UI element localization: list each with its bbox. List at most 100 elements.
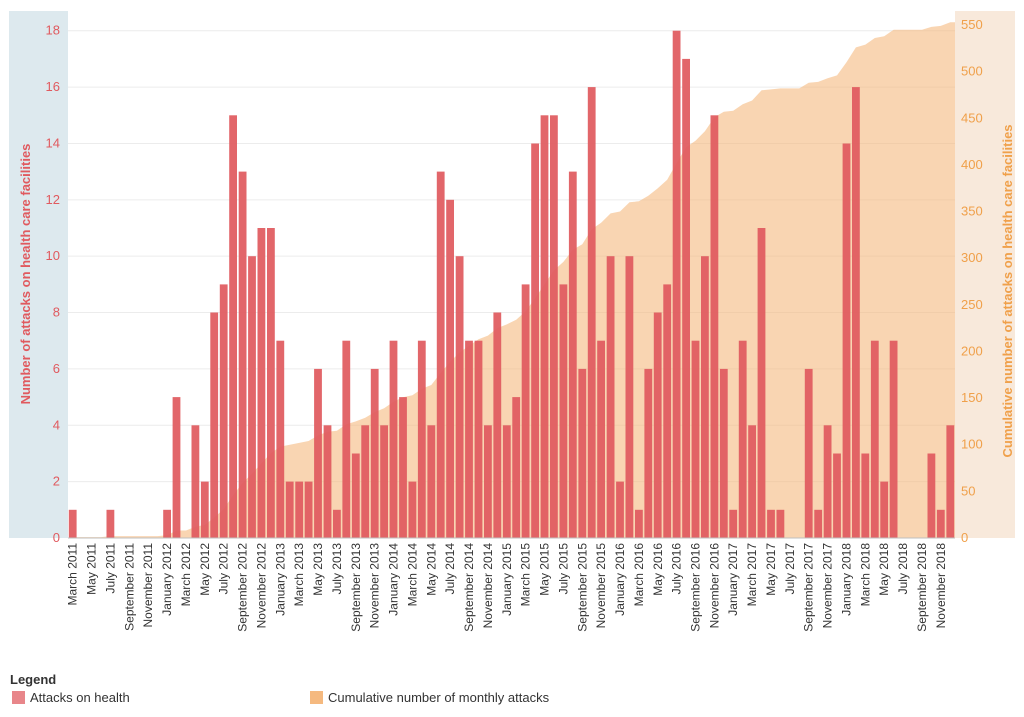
bar-september-2013[interactable]	[351, 453, 360, 539]
bar-march-2016[interactable]	[635, 509, 643, 538]
bar-march-2014[interactable]	[408, 481, 417, 538]
x-tick-label: November 2014	[481, 543, 495, 629]
bar-february-2013[interactable]	[285, 481, 294, 538]
bar-march-2013[interactable]	[295, 481, 304, 538]
bar-june-2016[interactable]	[663, 284, 672, 538]
bar-august-2016[interactable]	[682, 58, 690, 539]
bar-october-2018[interactable]	[927, 453, 936, 539]
bar-october-2016[interactable]	[701, 256, 709, 538]
bar-june-2014[interactable]	[436, 171, 445, 538]
attack-bars	[68, 30, 955, 539]
bar-february-2016[interactable]	[625, 256, 634, 538]
bar-september-2012[interactable]	[238, 171, 247, 538]
x-tick-label: July 2015	[556, 543, 570, 595]
bar-january-2018[interactable]	[842, 143, 851, 539]
bar-december-2013[interactable]	[380, 425, 388, 538]
bar-november-2012[interactable]	[257, 228, 266, 538]
bar-november-2017[interactable]	[823, 425, 832, 538]
bar-january-2012[interactable]	[163, 509, 171, 538]
x-tick-label: September 2012	[236, 543, 250, 632]
bar-november-2018[interactable]	[936, 509, 945, 538]
x-tick-label: July 2018	[896, 543, 910, 595]
bar-august-2014[interactable]	[455, 256, 464, 538]
bar-february-2014[interactable]	[399, 397, 407, 538]
right-tick-label: 150	[961, 390, 983, 405]
bar-july-2014[interactable]	[446, 199, 454, 539]
bar-december-2015[interactable]	[606, 256, 615, 538]
right-tick-label: 100	[961, 437, 983, 452]
left-tick-label: 14	[46, 136, 60, 151]
bar-september-2017[interactable]	[804, 368, 813, 538]
bar-october-2012[interactable]	[248, 256, 256, 538]
left-axis-panel	[9, 11, 68, 538]
bar-january-2014[interactable]	[389, 340, 398, 538]
bar-july-2013[interactable]	[333, 509, 341, 538]
bar-may-2015[interactable]	[540, 115, 549, 539]
bar-june-2012[interactable]	[210, 312, 219, 539]
bar-may-2013[interactable]	[314, 368, 322, 538]
bar-march-2018[interactable]	[861, 453, 870, 539]
bar-november-2015[interactable]	[597, 340, 605, 538]
x-tick-label: November 2013	[368, 543, 382, 629]
x-tick-label: November 2017	[821, 543, 835, 629]
bar-september-2014[interactable]	[465, 340, 473, 538]
bar-may-2012[interactable]	[200, 481, 209, 538]
bar-november-2013[interactable]	[370, 368, 379, 538]
bar-june-2015[interactable]	[550, 115, 558, 539]
bar-february-2015[interactable]	[512, 397, 521, 538]
bar-december-2018[interactable]	[946, 425, 955, 538]
bar-june-2017[interactable]	[776, 509, 785, 538]
bar-may-2017[interactable]	[767, 509, 775, 538]
bar-july-2012[interactable]	[219, 284, 228, 538]
bar-october-2013[interactable]	[361, 425, 370, 538]
bar-october-2015[interactable]	[587, 87, 596, 538]
bar-november-2014[interactable]	[484, 425, 492, 538]
legend-swatch-cumulative	[310, 691, 323, 704]
bar-april-2014[interactable]	[417, 340, 426, 538]
left-tick-label: 10	[46, 248, 60, 263]
bar-june-2018[interactable]	[889, 340, 898, 538]
bar-december-2016[interactable]	[719, 368, 728, 538]
bar-may-2016[interactable]	[653, 312, 662, 539]
bar-may-2014[interactable]	[427, 425, 436, 538]
bar-june-2013[interactable]	[323, 425, 332, 538]
x-tick-label: March 2015	[519, 543, 533, 607]
bar-july-2015[interactable]	[559, 284, 568, 538]
bar-august-2012[interactable]	[229, 115, 237, 539]
bar-january-2017[interactable]	[729, 509, 738, 538]
bar-august-2013[interactable]	[342, 340, 351, 538]
bar-september-2016[interactable]	[691, 340, 700, 538]
bar-april-2015[interactable]	[531, 143, 539, 539]
x-tick-label: May 2015	[538, 543, 552, 596]
bar-april-2018[interactable]	[870, 340, 879, 538]
bar-january-2015[interactable]	[502, 425, 511, 538]
bar-april-2016[interactable]	[644, 368, 653, 538]
bar-february-2018[interactable]	[852, 87, 860, 538]
bar-february-2017[interactable]	[738, 340, 747, 538]
right-tick-label: 200	[961, 344, 983, 359]
x-tick-label: May 2016	[651, 543, 665, 596]
x-tick-label: May 2013	[311, 543, 325, 596]
bar-march-2017[interactable]	[748, 425, 756, 538]
bar-july-2016[interactable]	[672, 30, 681, 538]
bar-february-2012[interactable]	[172, 397, 181, 538]
bar-december-2017[interactable]	[833, 453, 841, 539]
bar-july-2011[interactable]	[106, 509, 115, 538]
bar-april-2013[interactable]	[304, 481, 313, 538]
bar-october-2014[interactable]	[474, 340, 483, 538]
bar-april-2012[interactable]	[191, 425, 200, 538]
bar-april-2017[interactable]	[757, 228, 766, 538]
bar-december-2014[interactable]	[493, 312, 502, 539]
legend-label-cumulative: Cumulative number of monthly attacks	[328, 690, 550, 705]
left-axis-label: Number of attacks on health care facilit…	[18, 144, 33, 405]
bar-march-2015[interactable]	[521, 284, 530, 538]
bar-january-2013[interactable]	[276, 340, 285, 538]
bar-august-2015[interactable]	[568, 171, 577, 538]
bar-september-2015[interactable]	[578, 368, 587, 538]
bar-may-2018[interactable]	[880, 481, 889, 538]
bar-january-2016[interactable]	[616, 481, 624, 538]
bar-october-2017[interactable]	[814, 509, 823, 538]
bar-november-2016[interactable]	[710, 115, 719, 539]
bar-december-2012[interactable]	[267, 228, 275, 538]
bar-march-2011[interactable]	[68, 509, 77, 538]
